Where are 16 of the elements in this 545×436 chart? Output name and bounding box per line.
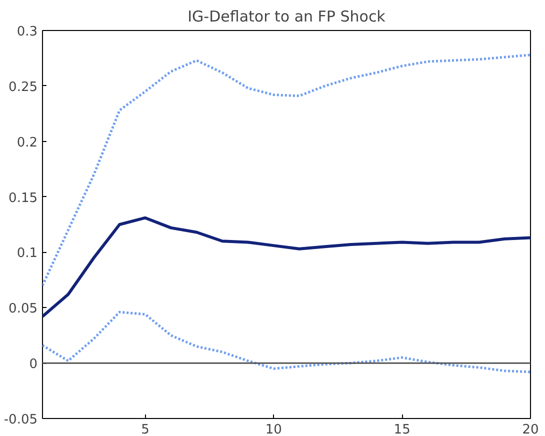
y-tick-label: 0.1 [16, 246, 38, 262]
x-tick-label: 20 [522, 422, 539, 436]
y-tick-label: 0.05 [8, 302, 38, 317]
line-series [42, 310, 530, 374]
x-tick-label: 5 [141, 422, 150, 436]
x-tick-label: 15 [394, 422, 410, 436]
chart-title: IG-Deflator to an FP Shock [188, 8, 386, 26]
y-tick-label: 0.3 [16, 24, 38, 40]
x-tick-label: 10 [265, 422, 282, 436]
y-tick-label: 0.25 [8, 80, 38, 95]
y-tick-label: 0 [29, 357, 38, 372]
line-series [42, 216, 530, 318]
line-series [42, 54, 530, 287]
y-tick-label: 0.15 [8, 190, 38, 206]
y-tick-label: 0.2 [16, 135, 38, 150]
y-tick-label: -0.05 [4, 412, 38, 428]
